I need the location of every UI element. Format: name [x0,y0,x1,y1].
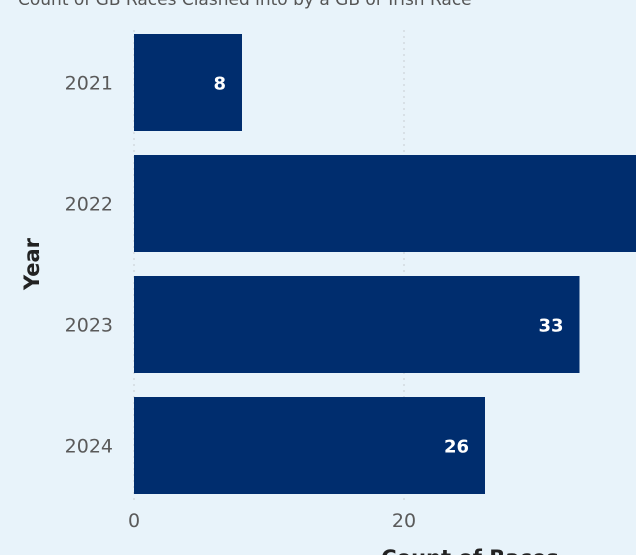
y-axis-title: Year [20,237,44,291]
bar-2021 [134,34,242,131]
y-tick-label: 2021 [65,73,113,95]
x-tick-label: 0 [128,510,140,532]
bars [134,34,636,494]
data-label: 33 [538,316,563,337]
x-tick-label: 20 [392,510,416,532]
bar-2024 [134,397,485,494]
y-tick-label: 2023 [65,315,113,337]
y-tick-label: 2022 [65,194,113,216]
data-label: 8 [213,74,226,95]
labels: 0 20 2021 8 2022 2023 33 2024 26 [65,73,564,533]
y-tick-label: 2024 [65,436,113,458]
bar-2023 [134,276,580,373]
x-axis-title: Count of Races [381,546,559,555]
bar-2022 [134,155,636,252]
chart-title: Count of GB Races Clashed into by a GB o… [18,0,472,10]
data-label: 26 [444,437,469,458]
